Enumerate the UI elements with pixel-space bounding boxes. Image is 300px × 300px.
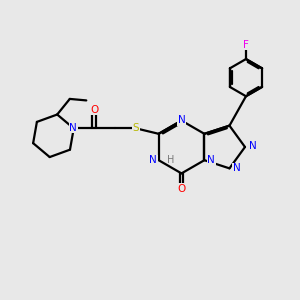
Text: N: N [69, 122, 77, 133]
Text: N: N [149, 155, 157, 165]
Text: N: N [249, 141, 256, 152]
Text: F: F [243, 40, 249, 50]
Text: S: S [133, 123, 140, 133]
Text: N: N [233, 164, 241, 173]
Text: N: N [207, 155, 215, 165]
Text: O: O [90, 105, 98, 115]
Text: H: H [167, 155, 174, 165]
Text: N: N [178, 115, 185, 125]
Text: O: O [177, 184, 186, 194]
